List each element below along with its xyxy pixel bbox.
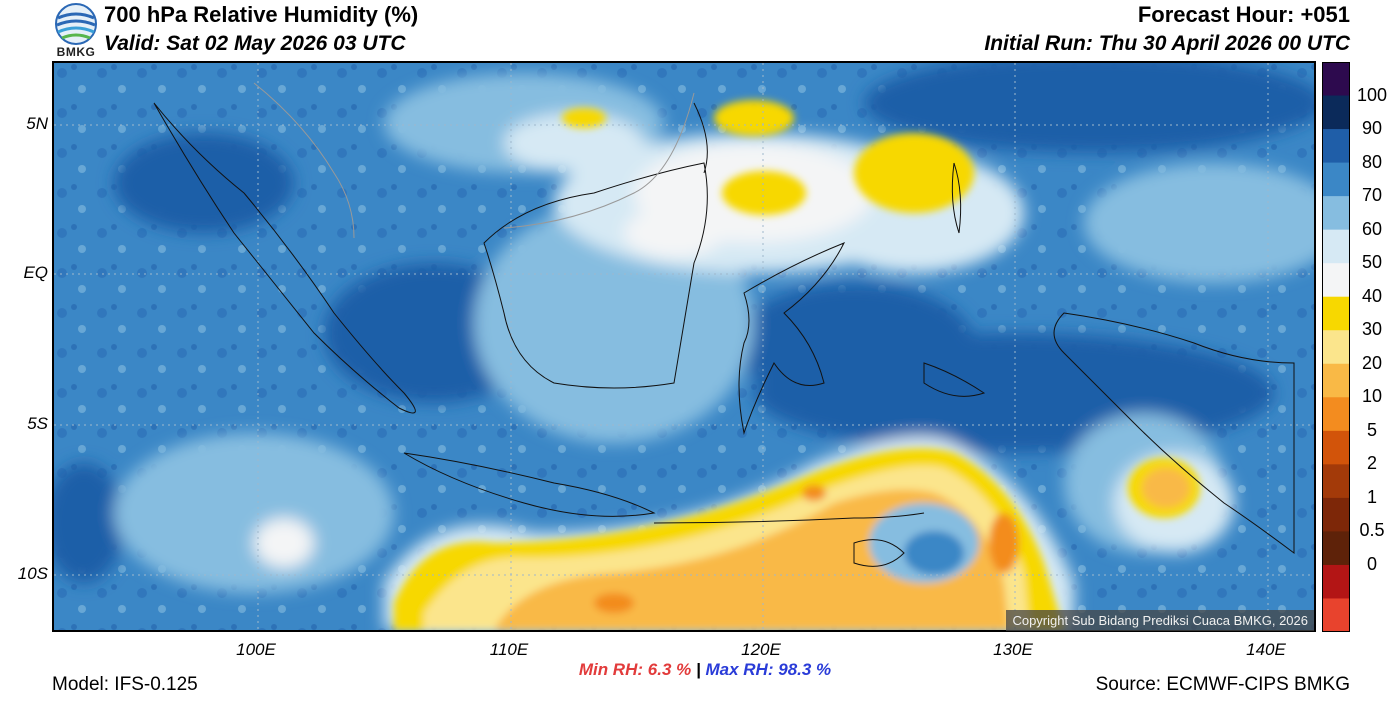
colorbar-swatch — [1322, 363, 1350, 398]
colorbar-swatch — [1322, 229, 1350, 264]
seram-outline — [923, 362, 986, 397]
lat-label-eq: EQ — [23, 263, 48, 282]
colorbar-swatch — [1322, 598, 1350, 633]
sabah-outline — [693, 102, 708, 174]
nusa-tenggara-outline — [653, 512, 925, 524]
lon-label-110e: 110E — [489, 640, 529, 659]
colorbar-label: 40 — [1361, 285, 1383, 306]
colorbar-label: 20 — [1361, 352, 1383, 373]
colorbar-swatch — [1322, 464, 1350, 499]
stats-separator: | — [695, 660, 701, 679]
colorbar-label: 90 — [1361, 118, 1383, 139]
colorbar-swatch — [1322, 397, 1350, 432]
halmahera-outline — [951, 162, 962, 234]
malaysia-border — [253, 82, 695, 239]
min-rh-label: Min RH: — [578, 660, 644, 679]
colorbar-label: 60 — [1361, 218, 1383, 239]
colorbar-label: 80 — [1361, 151, 1383, 172]
data-source: Source: ECMWF-CIPS BMKG — [1095, 674, 1350, 695]
coastlines — [153, 102, 1295, 567]
map-grid — [54, 63, 1314, 630]
colorbar-label: 1 — [1366, 486, 1377, 507]
copyright-notice: Copyright Sub Bidang Prediksi Cuaca BMKG… — [1006, 610, 1314, 631]
lon-label-140e: 140E — [1246, 640, 1286, 659]
valid-time: Valid: Sat 02 May 2026 03 UTC — [104, 32, 406, 55]
colorbar-swatch — [1322, 531, 1350, 566]
colorbar-border — [1322, 62, 1350, 632]
colorbar-label: 0.5 — [1359, 520, 1385, 541]
initial-run: Initial Run: Thu 30 April 2026 00 UTC — [984, 32, 1350, 55]
borneo-outline — [483, 162, 708, 389]
colorbar-swatch — [1322, 430, 1350, 465]
colorbar-swatch — [1322, 330, 1350, 365]
lon-label-130e: 130E — [993, 640, 1033, 659]
colorbar-swatch — [1322, 564, 1350, 599]
colorbar-swatch — [1322, 263, 1350, 298]
colorbar-label: 0 — [1366, 553, 1377, 574]
min-rh-value: 6.3 % — [647, 660, 692, 679]
model-name: Model: IFS-0.125 — [52, 674, 198, 695]
humidity-map — [44, 53, 1344, 632]
bmkg-logo-icon — [55, 3, 97, 45]
lat-label-5n: 5N — [26, 114, 48, 133]
colorbar-swatch — [1322, 296, 1350, 331]
max-rh-label: Max RH: — [705, 660, 774, 679]
papua-outline — [1053, 312, 1295, 554]
colorbar — [1322, 62, 1350, 633]
colorbar-swatch — [1322, 196, 1350, 231]
colorbar-label: 100 — [1356, 84, 1388, 105]
forecast-hour: Forecast Hour: +051 — [1137, 2, 1350, 27]
rh-field — [44, 53, 1344, 630]
colorbar-label: 2 — [1366, 453, 1377, 474]
colorbar-label: 50 — [1361, 252, 1383, 273]
map-canvas — [44, 53, 1344, 630]
dry-air-mass — [394, 100, 1200, 630]
java-outline — [403, 452, 656, 517]
colorbar-swatch — [1322, 497, 1350, 532]
lon-label-120e: 120E — [741, 640, 781, 659]
lat-label-10s: 10S — [17, 564, 48, 583]
rh-stats: Min RH: 6.3 % | Max RH: 98.3 % — [520, 660, 890, 680]
max-rh-value: 98.3 % — [778, 660, 832, 679]
colorbar-swatch — [1322, 62, 1350, 97]
colorbar-label: 10 — [1361, 386, 1383, 407]
timor-outline — [853, 539, 905, 567]
logo-text: BMKG — [56, 45, 96, 59]
colorbar-label: 70 — [1361, 185, 1383, 206]
chart-title: 700 hPa Relative Humidity (%) — [104, 2, 419, 27]
colorbar-label: 5 — [1366, 419, 1377, 440]
colorbar-swatches — [1322, 62, 1350, 633]
sumatra-outline — [153, 102, 416, 414]
bmkg-logo — [52, 2, 100, 60]
colorbar-swatch — [1322, 162, 1350, 197]
lon-label-100e: 100E — [236, 640, 276, 659]
colorbar-label: 30 — [1361, 319, 1383, 340]
colorbar-swatch — [1322, 129, 1350, 164]
sulawesi-outline — [738, 242, 846, 435]
lat-label-5s: 5S — [27, 414, 48, 433]
colorbar-swatch — [1322, 95, 1350, 130]
